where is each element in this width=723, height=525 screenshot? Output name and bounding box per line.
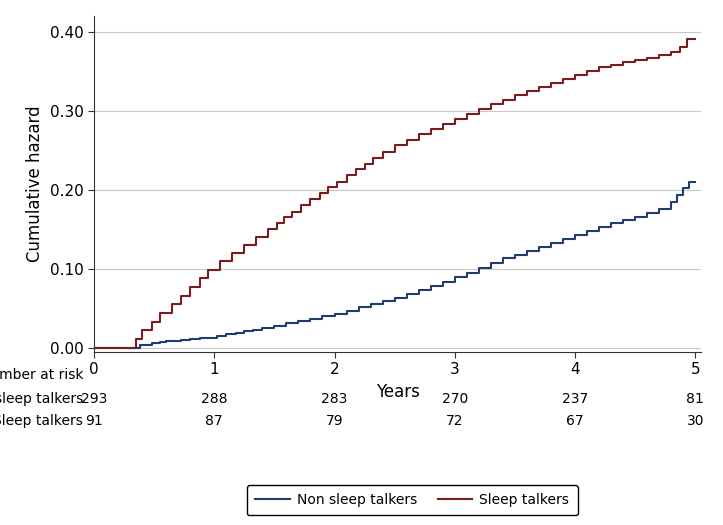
Sleep talkers: [683, 36, 691, 43]
Line: Non sleep talkers: Non sleep talkers: [94, 182, 696, 348]
Sleep talkers: [691, 36, 700, 43]
Non sleep talkers: [691, 178, 700, 185]
Text: 79: 79: [325, 414, 343, 428]
Sleep talkers: [90, 344, 98, 351]
Text: Number at risk: Number at risk: [0, 369, 83, 382]
Text: 283: 283: [321, 392, 348, 406]
Sleep talkers: [252, 234, 261, 240]
Text: 67: 67: [566, 414, 584, 428]
Text: 30: 30: [687, 414, 704, 428]
Text: 293: 293: [81, 392, 107, 406]
Sleep talkers: [631, 57, 640, 63]
Text: 270: 270: [442, 392, 468, 406]
Line: Sleep talkers: Sleep talkers: [94, 39, 696, 348]
Non sleep talkers: [306, 316, 315, 322]
Text: 72: 72: [446, 414, 463, 428]
Sleep talkers: [675, 44, 684, 50]
Sleep talkers: [216, 258, 225, 264]
Non sleep talkers: [90, 344, 98, 351]
X-axis label: Years: Years: [376, 383, 419, 401]
Text: 288: 288: [201, 392, 228, 406]
Text: 237: 237: [562, 392, 589, 406]
Text: Non sleep talkers: Non sleep talkers: [0, 392, 83, 406]
Text: Sleep talkers: Sleep talkers: [0, 414, 83, 428]
Y-axis label: Cumulative hazard: Cumulative hazard: [26, 106, 44, 262]
Sleep talkers: [176, 292, 185, 299]
Legend: Non sleep talkers, Sleep talkers: Non sleep talkers, Sleep talkers: [247, 485, 578, 516]
Sleep talkers: [316, 190, 325, 196]
Non sleep talkers: [685, 178, 693, 185]
Text: 81: 81: [686, 392, 704, 406]
Text: 91: 91: [85, 414, 103, 428]
Non sleep talkers: [643, 210, 651, 216]
Text: 87: 87: [205, 414, 223, 428]
Non sleep talkers: [679, 185, 688, 191]
Non sleep talkers: [168, 338, 176, 344]
Non sleep talkers: [231, 330, 240, 336]
Non sleep talkers: [204, 334, 213, 341]
